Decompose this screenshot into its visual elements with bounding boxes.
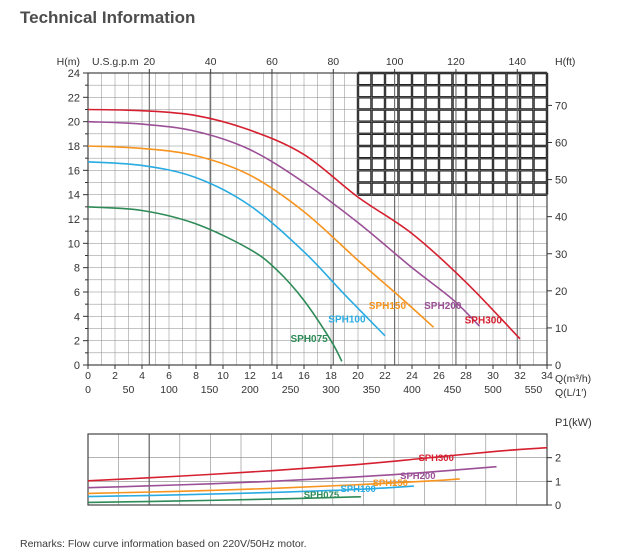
- svg-text:SPH200: SPH200: [400, 471, 435, 482]
- svg-text:30: 30: [487, 370, 499, 382]
- svg-text:U.S.g.p.m: U.S.g.p.m: [92, 56, 139, 68]
- svg-text:4: 4: [74, 311, 80, 323]
- svg-text:0: 0: [555, 360, 561, 372]
- svg-text:6: 6: [166, 370, 172, 382]
- svg-text:24: 24: [68, 68, 80, 80]
- svg-text:34: 34: [541, 370, 553, 382]
- svg-text:20: 20: [143, 56, 155, 68]
- svg-text:14: 14: [271, 370, 283, 382]
- svg-text:80: 80: [327, 56, 339, 68]
- svg-text:2: 2: [74, 336, 80, 348]
- svg-text:30: 30: [555, 249, 567, 261]
- svg-text:32: 32: [514, 370, 526, 382]
- svg-text:24: 24: [406, 370, 418, 382]
- svg-text:0: 0: [555, 500, 561, 512]
- svg-text:0: 0: [74, 360, 80, 372]
- svg-text:40: 40: [205, 56, 217, 68]
- svg-text:18: 18: [325, 370, 337, 382]
- svg-text:70: 70: [555, 100, 567, 112]
- svg-text:16: 16: [68, 165, 80, 177]
- svg-text:60: 60: [555, 138, 567, 150]
- svg-text:H(ft): H(ft): [555, 56, 575, 68]
- svg-text:4: 4: [139, 370, 145, 382]
- svg-text:10: 10: [68, 238, 80, 250]
- svg-text:SPH300: SPH300: [465, 316, 503, 327]
- svg-text:26: 26: [433, 370, 445, 382]
- svg-text:140: 140: [509, 56, 527, 68]
- svg-text:50: 50: [555, 175, 567, 187]
- svg-text:22: 22: [379, 370, 391, 382]
- svg-text:20: 20: [352, 370, 364, 382]
- svg-text:SPH150: SPH150: [369, 301, 407, 312]
- svg-text:12: 12: [68, 214, 80, 226]
- svg-text:40: 40: [555, 212, 567, 224]
- svg-text:100: 100: [386, 56, 404, 68]
- svg-text:SPH100: SPH100: [328, 314, 366, 325]
- svg-text:H(m): H(m): [57, 56, 80, 68]
- svg-text:22: 22: [68, 92, 80, 104]
- svg-text:60: 60: [266, 56, 278, 68]
- svg-text:28: 28: [460, 370, 472, 382]
- svg-text:20: 20: [68, 117, 80, 129]
- svg-text:SPH075: SPH075: [304, 490, 340, 501]
- svg-text:20: 20: [555, 286, 567, 298]
- svg-text:Q(m³/h): Q(m³/h): [555, 373, 591, 385]
- svg-text:SPH075: SPH075: [291, 334, 329, 345]
- svg-text:12: 12: [244, 370, 256, 382]
- svg-text:120: 120: [447, 56, 465, 68]
- svg-text:SPH100: SPH100: [340, 484, 375, 495]
- svg-text:14: 14: [68, 190, 80, 202]
- svg-text:2: 2: [555, 453, 561, 465]
- svg-text:16: 16: [298, 370, 310, 382]
- svg-text:18: 18: [68, 141, 80, 153]
- svg-text:SPH200: SPH200: [424, 301, 462, 312]
- svg-text:SPH300: SPH300: [418, 453, 453, 464]
- svg-text:10: 10: [217, 370, 229, 382]
- svg-text:2: 2: [112, 370, 118, 382]
- svg-text:8: 8: [74, 263, 80, 275]
- svg-text:8: 8: [193, 370, 199, 382]
- svg-text:P1(kW): P1(kW): [555, 417, 592, 429]
- svg-text:10: 10: [555, 323, 567, 335]
- svg-text:0: 0: [85, 370, 91, 382]
- svg-text:1: 1: [555, 476, 561, 488]
- svg-text:6: 6: [74, 287, 80, 299]
